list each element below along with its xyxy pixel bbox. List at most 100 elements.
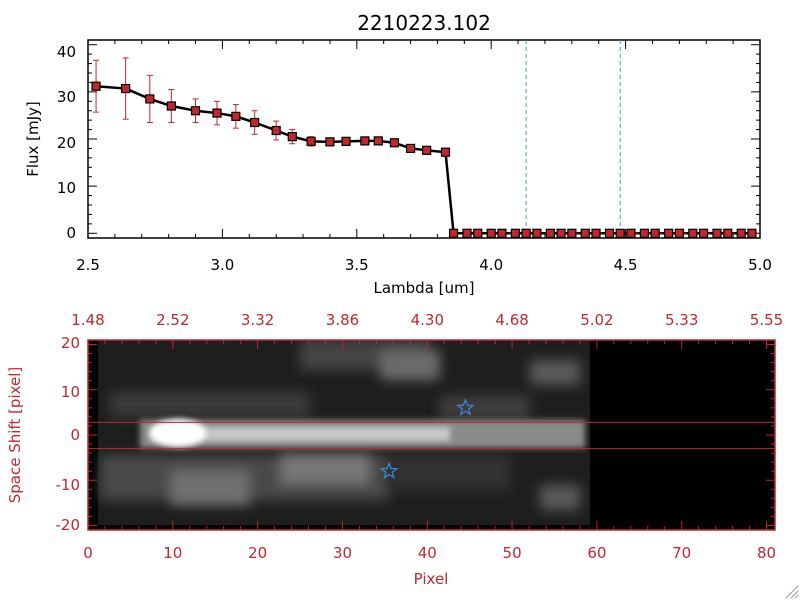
data-point xyxy=(497,228,507,238)
data-point xyxy=(287,132,297,142)
data-point xyxy=(591,228,601,238)
data-point xyxy=(231,111,241,121)
data-point xyxy=(626,228,636,238)
spectrum-panel: 2.5 3.0 3.5 4.0 4.5 5.0 0 10 20 30 40 La… xyxy=(24,39,772,297)
star-marker-icon xyxy=(456,398,475,416)
spectrum-x-axis-label: Lambda [um] xyxy=(374,279,475,297)
image-ticks xyxy=(87,340,775,530)
data-point xyxy=(91,81,101,91)
image-y-tick-labels: -20 -10 0 10 20 xyxy=(56,334,81,534)
top-tick-label: 2.52 xyxy=(156,311,189,329)
image-panel: 0 10 20 30 40 50 60 70 80 1.48 2.52 3.32… xyxy=(6,311,783,588)
image-noise-patch xyxy=(530,360,580,385)
data-point xyxy=(422,145,432,155)
image-noise-patch xyxy=(110,392,310,417)
data-point xyxy=(580,228,590,238)
data-point xyxy=(521,228,531,238)
top-tick-label: 3.86 xyxy=(326,311,359,329)
data-point xyxy=(712,228,722,238)
x-tick-label: 30 xyxy=(333,544,352,562)
resize-grip-icon[interactable] xyxy=(785,585,799,599)
data-point xyxy=(567,228,577,238)
data-point xyxy=(723,228,733,238)
data-point xyxy=(473,228,483,238)
x-tick-label: 20 xyxy=(248,544,267,562)
image-noise-patch xyxy=(540,485,580,510)
data-point xyxy=(674,228,684,238)
data-point xyxy=(604,228,615,238)
y-tick-label: 20 xyxy=(61,334,80,352)
image-x-tick-labels: 0 10 20 30 40 50 60 70 80 xyxy=(83,544,776,562)
data-point xyxy=(615,228,625,238)
x-tick-label: 80 xyxy=(757,544,776,562)
image-signal xyxy=(98,340,590,525)
data-point xyxy=(271,125,281,136)
data-point xyxy=(166,101,176,111)
x-tick-label: 50 xyxy=(503,544,522,562)
data-point xyxy=(405,143,416,154)
spectrum-wavelength-cut-lines xyxy=(525,40,621,238)
data-point xyxy=(448,228,459,238)
data-point xyxy=(389,138,400,148)
data-point xyxy=(440,147,451,157)
image-noise-patch xyxy=(380,350,440,380)
image-noise-patch xyxy=(390,455,510,490)
image-noise-patch xyxy=(440,395,530,420)
data-point xyxy=(325,137,335,147)
spectrum-y-axis-label: Flux [mJy] xyxy=(24,101,42,177)
data-point xyxy=(462,228,472,238)
x-tick-label: 60 xyxy=(587,544,606,562)
data-point xyxy=(650,228,660,238)
data-point xyxy=(664,228,674,238)
data-point xyxy=(510,228,520,238)
data-point xyxy=(306,136,316,146)
image-trace-core xyxy=(150,427,450,441)
x-tick-label: 3.5 xyxy=(345,256,369,274)
data-point xyxy=(145,94,155,104)
x-tick-label: 4.0 xyxy=(479,256,503,274)
data-point xyxy=(250,117,260,128)
data-point xyxy=(736,228,746,238)
x-tick-label: 10 xyxy=(163,544,182,562)
image-noise-patch xyxy=(280,455,370,485)
image-y-axis-label: Space Shift [pixel] xyxy=(6,367,24,504)
image-trace-peak xyxy=(150,419,206,447)
data-point xyxy=(532,228,542,238)
x-tick-label: 0 xyxy=(83,544,93,562)
y-tick-label: 10 xyxy=(57,179,76,197)
image-noise-patch xyxy=(170,470,250,505)
data-point xyxy=(212,108,222,118)
spectrum-plot-frame xyxy=(87,39,761,239)
y-tick-label: 40 xyxy=(57,43,76,61)
top-tick-label: 5.33 xyxy=(665,311,698,329)
data-point xyxy=(341,136,351,146)
x-tick-label: 70 xyxy=(672,544,691,562)
x-tick-label: 5.0 xyxy=(748,256,772,274)
data-point xyxy=(190,106,201,116)
top-tick-label: 4.68 xyxy=(495,311,528,329)
top-tick-label: 1.48 xyxy=(71,311,104,329)
spectrum-ticks xyxy=(87,40,761,238)
y-tick-label: 0 xyxy=(70,426,80,444)
y-tick-label: 0 xyxy=(66,224,76,242)
y-tick-label: 10 xyxy=(61,383,80,401)
x-tick-label: 40 xyxy=(418,544,437,562)
data-point xyxy=(698,228,709,238)
spectrum-markers xyxy=(91,81,757,238)
x-tick-label: 2.5 xyxy=(76,256,100,274)
chart-title: 2210223.102 xyxy=(357,11,491,35)
y-tick-label: 20 xyxy=(57,134,76,152)
data-point xyxy=(545,228,555,238)
top-tick-label: 4.30 xyxy=(411,311,444,329)
top-tick-label: 5.02 xyxy=(580,311,613,329)
data-point xyxy=(373,136,383,146)
data-point xyxy=(556,228,566,238)
image-x-axis-label: Pixel xyxy=(414,570,449,588)
spectrum-x-tick-labels: 2.5 3.0 3.5 4.0 4.5 5.0 xyxy=(76,256,772,274)
y-tick-label: -20 xyxy=(56,516,81,534)
data-point xyxy=(486,228,496,238)
spectrum-y-tick-labels: 0 10 20 30 40 xyxy=(57,43,76,242)
image-top-tick-labels: 1.48 2.52 3.32 3.86 4.30 4.68 5.02 5.33 … xyxy=(71,311,783,329)
y-tick-label: -10 xyxy=(56,476,81,494)
